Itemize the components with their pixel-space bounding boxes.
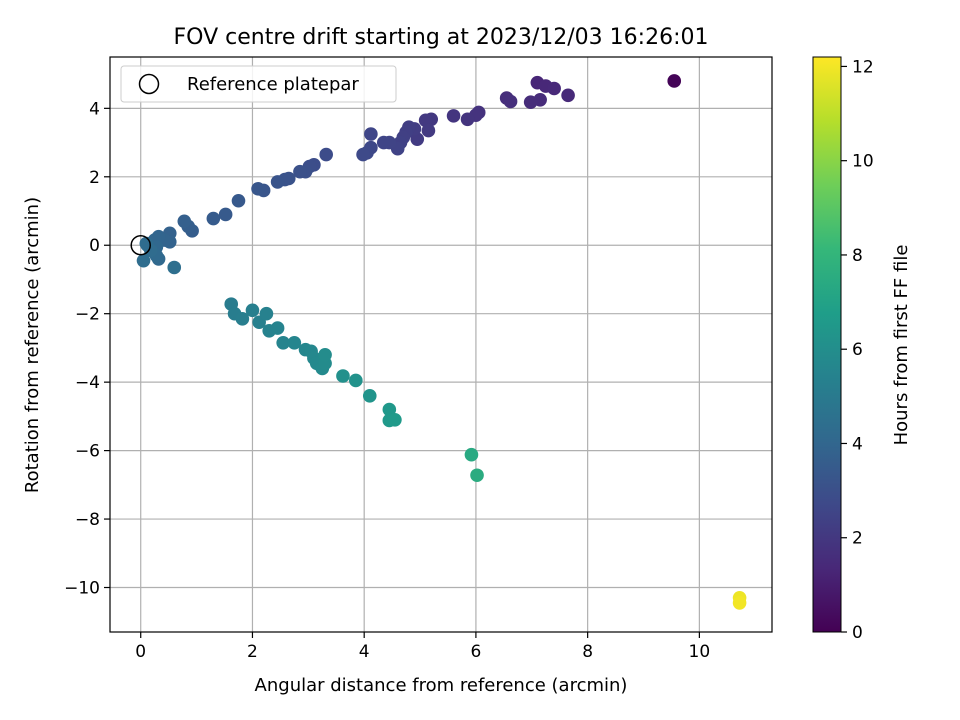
- data-point: [245, 303, 260, 318]
- x-tick-label: 8: [582, 642, 593, 662]
- data-point: [270, 321, 285, 335]
- colorbar-ticks: 0 2 4 6 8 10 12: [841, 57, 874, 643]
- data-point: [349, 373, 363, 388]
- colorbar: 0 2 4 6 8 10 12 Hours from first FF file: [812, 56, 912, 643]
- data-point: [287, 335, 302, 350]
- data-point: [318, 347, 332, 362]
- colorbar-tick-label: 10: [852, 152, 874, 172]
- y-axis-label: Rotation from reference (arcmin): [22, 197, 43, 493]
- reference-platepar-marker: [130, 234, 151, 256]
- data-point: [410, 132, 425, 146]
- data-point: [388, 412, 402, 427]
- legend-box: [120, 65, 397, 103]
- y-tick-label: −2: [75, 305, 100, 325]
- data-point: [136, 253, 151, 268]
- data-point: [167, 260, 182, 275]
- legend: Reference platepar: [120, 65, 397, 103]
- x-tick-label: 10: [689, 642, 711, 662]
- data-point: [418, 113, 433, 128]
- y-tick-label: 4: [89, 99, 100, 119]
- colorbar-tick-label: 12: [852, 57, 874, 77]
- y-tick-label: 0: [89, 236, 100, 256]
- data-point: [177, 214, 192, 229]
- data-point: [231, 193, 246, 208]
- data-point: [523, 95, 538, 109]
- data-point: [470, 468, 484, 483]
- data-point: [270, 175, 285, 189]
- data-point: [276, 335, 290, 350]
- plot-area: 0 2 4 6 8 10 −10 −8 −6 −4 −2 0 2 4: [64, 56, 773, 662]
- legend-label: Reference platepar: [187, 74, 359, 95]
- y-axis-ticks: −10 −8 −6 −4 −2 0 2 4: [64, 99, 110, 599]
- data-point: [460, 112, 475, 127]
- x-tick-label: 4: [359, 642, 370, 662]
- data-point: [362, 389, 377, 403]
- plot-frame: [109, 56, 773, 633]
- x-tick-label: 2: [247, 642, 258, 662]
- x-axis-label: Angular distance from reference (arcmin): [255, 675, 628, 696]
- data-point: [464, 447, 479, 462]
- data-point: [293, 164, 307, 179]
- data-point: [336, 369, 350, 383]
- data-point: [382, 402, 397, 417]
- data-point: [139, 236, 154, 251]
- data-point: [251, 181, 265, 196]
- data-point: [667, 74, 682, 88]
- data-point: [547, 81, 561, 96]
- y-tick-label: −8: [75, 510, 100, 530]
- plot-background: [110, 57, 772, 632]
- data-point: [259, 306, 274, 321]
- data-points: [136, 74, 747, 610]
- y-tick-label: −6: [75, 442, 100, 462]
- colorbar-tick-label: 2: [852, 529, 863, 549]
- grid-lines: [110, 57, 772, 632]
- data-point: [732, 596, 747, 610]
- data-point: [376, 135, 391, 150]
- x-axis-ticks: 0 2 4 6 8 10: [135, 632, 710, 662]
- colorbar-tick-label: 0: [852, 623, 863, 643]
- colorbar-tick-label: 6: [852, 340, 863, 360]
- colorbar-tick-label: 4: [852, 434, 863, 454]
- x-tick-label: 0: [135, 642, 146, 662]
- y-tick-label: 2: [89, 168, 100, 188]
- y-tick-label: −10: [64, 579, 100, 599]
- data-point: [206, 211, 221, 226]
- data-point: [446, 109, 461, 123]
- legend-marker-icon: [138, 73, 160, 95]
- y-tick-label: −4: [75, 373, 100, 393]
- colorbar-gradient: [812, 56, 842, 633]
- chart-title: FOV centre drift starting at 2023/12/03 …: [174, 25, 709, 50]
- data-point: [235, 312, 250, 326]
- data-point: [561, 88, 575, 103]
- data-point: [319, 147, 333, 162]
- data-point: [218, 207, 233, 222]
- data-point: [421, 123, 436, 138]
- colorbar-label: Hours from first FF file: [891, 245, 912, 446]
- x-tick-label: 6: [471, 642, 482, 662]
- data-point: [356, 147, 370, 162]
- data-point: [503, 94, 518, 109]
- data-point: [364, 127, 378, 141]
- colorbar-tick-label: 8: [852, 246, 863, 266]
